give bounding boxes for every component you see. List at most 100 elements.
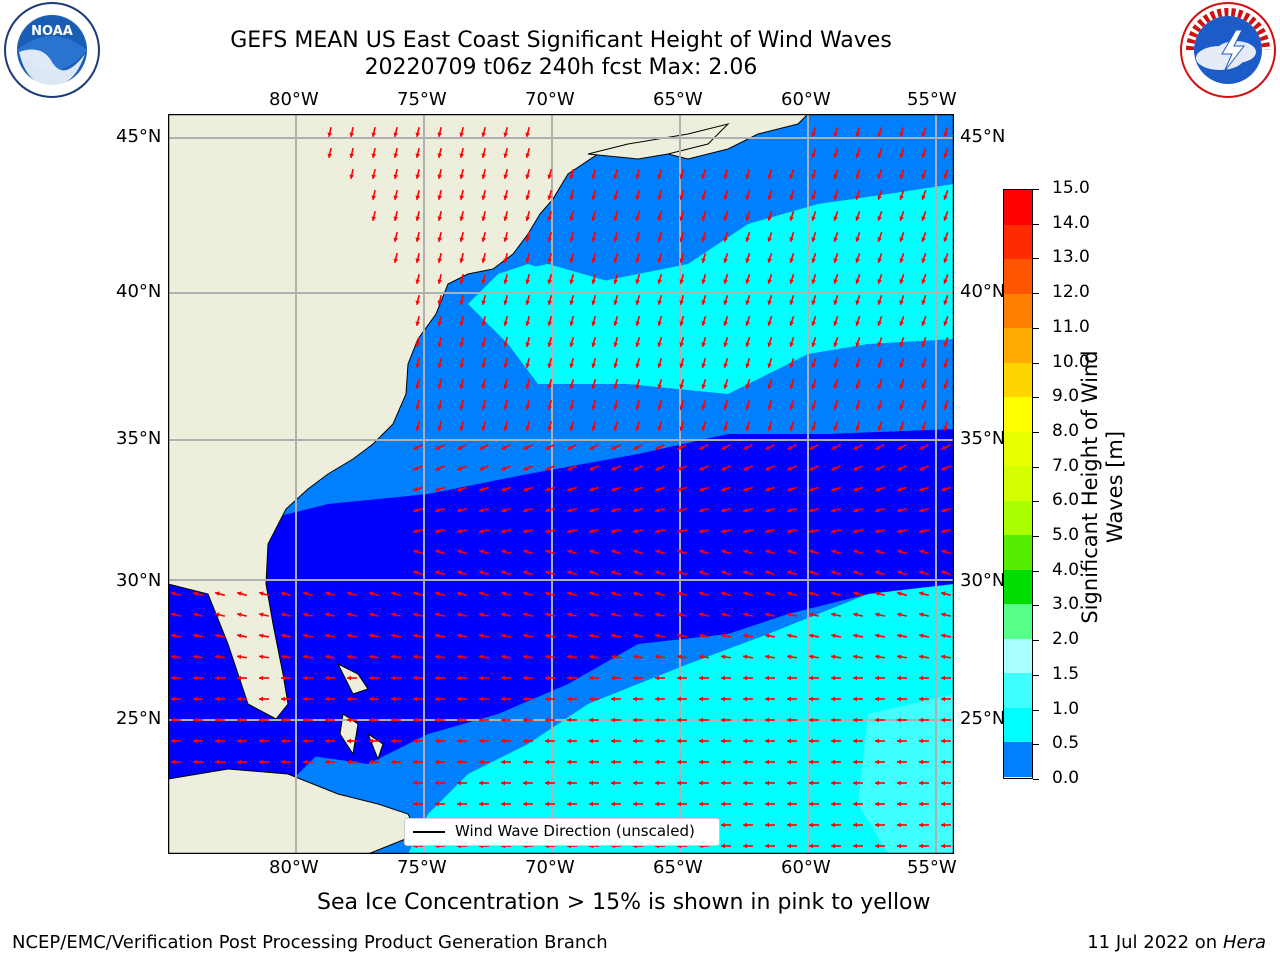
lon-tick-top-60w: 60°W — [781, 89, 831, 110]
wave-direction-arrowhead — [809, 633, 814, 639]
wave-direction-arrowhead — [899, 363, 904, 368]
wave-direction-arrowhead — [611, 466, 617, 471]
wave-direction-arrowhead — [589, 487, 594, 492]
lon-tick-bottom-80w: 80°W — [269, 857, 319, 878]
wave-direction-arrowhead — [921, 195, 926, 200]
wave-direction-arrowhead — [547, 342, 553, 347]
wave-direction-arrowhead — [635, 216, 641, 221]
wave-direction-arrowhead — [855, 279, 860, 284]
wave-direction-arrowhead — [855, 153, 860, 158]
wave-direction-arrowhead — [259, 654, 264, 660]
wave-direction-arrowhead — [635, 174, 641, 179]
wave-direction-arrowhead — [941, 843, 945, 849]
wave-direction-arrowhead — [853, 822, 857, 828]
wave-direction-arrowhead — [547, 321, 553, 326]
wave-direction-arrowhead — [633, 738, 637, 744]
wave-direction-arrowhead — [809, 801, 813, 807]
wave-direction-arrowhead — [415, 132, 421, 137]
wave-direction-arrowhead — [545, 487, 550, 492]
wave-direction-arrowhead — [919, 654, 924, 660]
wave-direction-arrowhead — [919, 612, 924, 618]
wave-direction-arrowhead — [457, 759, 461, 765]
wave-direction-arrowhead — [721, 738, 725, 744]
wave-direction-arrowhead — [501, 612, 506, 618]
wave-direction-arrowhead — [921, 279, 926, 284]
wave-direction-arrowhead — [613, 237, 619, 242]
wave-direction-arrowhead — [877, 426, 882, 431]
wave-direction-arrowhead — [281, 759, 285, 765]
wave-direction-arrowhead — [943, 342, 948, 347]
wave-direction-arrowhead — [479, 507, 484, 513]
wave-direction-arrowhead — [897, 759, 901, 765]
wave-direction-arrowhead — [435, 549, 440, 554]
wave-direction-arrowhead — [503, 174, 509, 179]
wave-direction-arrowhead — [853, 675, 857, 681]
wave-direction-arrowhead — [349, 132, 355, 137]
wave-direction-arrowhead — [413, 612, 418, 618]
wave-direction-arrowhead — [635, 300, 641, 305]
wave-direction-arrowhead — [415, 153, 421, 158]
wave-direction-arrowhead — [435, 612, 440, 618]
wave-direction-arrowhead — [787, 696, 791, 702]
wave-direction-arrowhead — [303, 738, 307, 744]
wave-direction-arrowhead — [853, 549, 858, 554]
wave-direction-arrowhead — [457, 738, 461, 744]
wave-direction-arrowhead — [591, 174, 597, 179]
wave-direction-arrowhead — [437, 279, 443, 284]
wave-direction-arrowhead — [701, 237, 707, 242]
wave-direction-arrowhead — [701, 321, 707, 326]
wave-direction-arrowhead — [437, 363, 443, 368]
wave-direction-arrowhead — [457, 591, 462, 597]
wave-direction-arrowhead — [501, 696, 505, 702]
wave-direction-arrowhead — [831, 654, 836, 660]
wave-direction-arrowhead — [833, 174, 838, 179]
wave-direction-arrowhead — [877, 321, 882, 326]
wave-direction-arrowhead — [875, 654, 880, 660]
wave-direction-arrowhead — [479, 654, 484, 660]
wave-direction-arrowhead — [501, 717, 505, 723]
wave-direction-arrowhead — [743, 759, 747, 765]
wave-direction-arrowhead — [941, 633, 946, 639]
wave-direction-arrowhead — [855, 384, 860, 389]
wave-direction-arrowhead — [415, 384, 421, 389]
wave-direction-arrowhead — [303, 717, 307, 723]
wave-direction-arrowhead — [765, 466, 771, 471]
wave-direction-arrowhead — [655, 549, 660, 554]
wave-direction-arrowhead — [437, 321, 443, 326]
wave-direction-arrowhead — [677, 612, 682, 618]
wave-direction-arrowhead — [919, 528, 924, 534]
wave-direction-arrowhead — [921, 174, 926, 179]
wave-direction-arrowhead — [765, 633, 770, 639]
wave-direction-arrowhead — [459, 321, 465, 326]
wave-direction-arrowhead — [679, 363, 685, 368]
wave-direction-arrowhead — [811, 216, 816, 221]
wave-direction-arrowhead — [789, 342, 794, 347]
wave-direction-arrowhead — [831, 780, 835, 786]
wave-direction-arrowhead — [897, 445, 903, 450]
colorbar-title-line1: Significant Height of Wind — [1078, 350, 1102, 624]
wave-direction-arrowhead — [899, 321, 904, 326]
wave-direction-arrowhead — [611, 780, 615, 786]
wave-direction-arrowhead — [171, 591, 176, 597]
wave-direction-arrowhead — [831, 507, 836, 513]
wave-direction-arrowhead — [745, 363, 750, 368]
wave-direction-arrowhead — [743, 487, 748, 492]
wave-direction-arrowhead — [459, 258, 465, 263]
wave-direction-arrowhead — [943, 321, 948, 326]
wave-direction-arrowhead — [435, 570, 440, 575]
wave-direction-arrowhead — [391, 612, 396, 618]
wave-direction-arrowhead — [921, 426, 926, 431]
wave-direction-arrowhead — [525, 342, 531, 347]
wave-direction-arrowhead — [611, 696, 615, 702]
lon-tick-bottom-65w: 65°W — [653, 857, 703, 878]
wave-direction-arrowhead — [833, 300, 838, 305]
wave-direction-arrowhead — [545, 528, 550, 534]
legend-line-swatch — [413, 831, 445, 833]
wave-direction-arrowhead — [545, 445, 551, 450]
wave-direction-arrowhead — [721, 654, 726, 660]
wave-direction-arrowhead — [525, 258, 531, 263]
wave-direction-arrowhead — [921, 405, 926, 410]
wave-direction-arrowhead — [877, 132, 882, 137]
wave-direction-arrowhead — [877, 216, 882, 221]
wave-direction-arrowhead — [523, 612, 528, 618]
